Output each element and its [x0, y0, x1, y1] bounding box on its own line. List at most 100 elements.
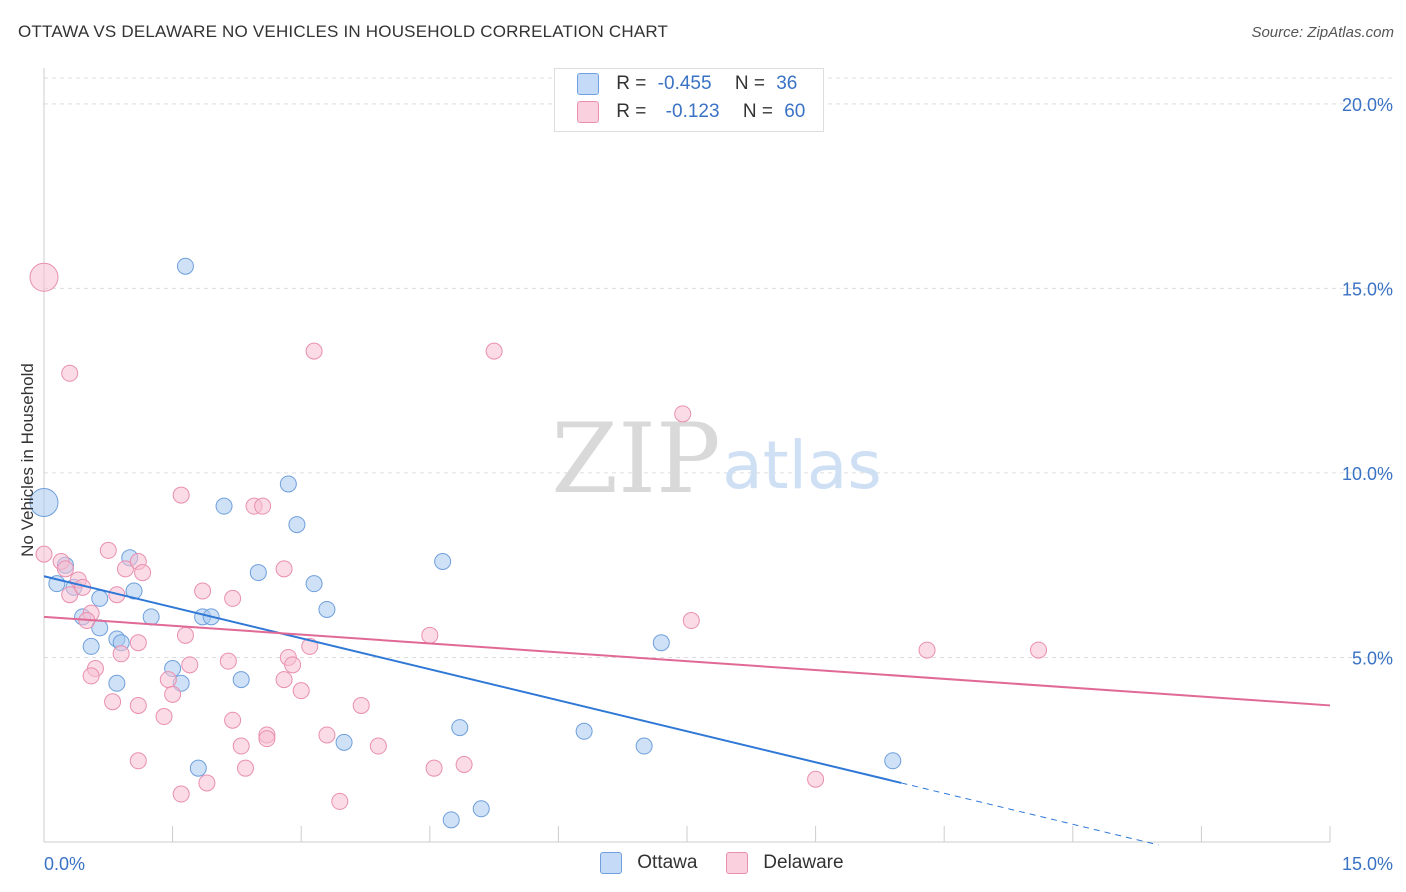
delaware-point — [164, 685, 182, 703]
ottawa-point — [652, 634, 670, 652]
y-tick-label: 10.0% — [1342, 464, 1393, 484]
ottawa-point — [125, 582, 143, 600]
ottawa-point — [288, 516, 306, 534]
data-points — [29, 257, 1048, 829]
delaware-point — [159, 671, 177, 689]
ottawa-swatch — [600, 852, 622, 874]
r-value: -0.123 — [665, 101, 720, 122]
delaware-point — [82, 667, 100, 685]
delaware-point — [99, 541, 117, 559]
delaware-point — [219, 652, 237, 670]
ottawa-point — [215, 497, 233, 515]
legend-item-delaware: Delaware — [726, 852, 844, 874]
delaware-point — [129, 696, 147, 714]
delaware-point — [194, 582, 212, 600]
x-tick-label: 15.0% — [1342, 854, 1393, 874]
delaware-point — [682, 612, 700, 630]
delaware-point — [172, 486, 190, 504]
ottawa-point — [575, 722, 593, 740]
ottawa-point — [176, 257, 194, 275]
ottawa-point — [108, 674, 126, 692]
grid-lines — [44, 77, 1394, 658]
ottawa-point — [29, 487, 59, 517]
delaware-point — [305, 342, 323, 360]
y-tick-label: 5.0% — [1352, 648, 1393, 668]
ottawa-point — [335, 733, 353, 751]
delaware-point — [455, 755, 473, 773]
delaware-point — [61, 364, 79, 382]
ottawa-point — [451, 719, 469, 737]
ottawa-point — [189, 759, 207, 777]
delaware-point — [369, 737, 387, 755]
delaware-point — [134, 564, 152, 582]
delaware-point — [485, 342, 503, 360]
delaware-point — [236, 759, 254, 777]
delaware-point — [224, 711, 242, 729]
delaware-point — [284, 656, 302, 674]
r-label: R = — [616, 73, 647, 94]
n-value: 60 — [784, 101, 806, 122]
delaware-point — [331, 792, 349, 810]
ottawa-point — [91, 589, 109, 607]
delaware-point — [918, 641, 936, 659]
delaware-point — [116, 560, 134, 578]
ottawa-point — [232, 671, 250, 689]
ottawa-point — [318, 600, 336, 618]
legend-label-delaware: Delaware — [763, 852, 844, 873]
delaware-point — [254, 497, 272, 515]
tick-labels: 5.0% 10.0% 15.0% 20.0% 0.0% 15.0% — [44, 95, 1393, 874]
ottawa-point — [635, 737, 653, 755]
source-label: Source: ZipAtlas.com — [1251, 24, 1394, 41]
ottawa-point — [249, 564, 267, 582]
n-label: N = — [734, 73, 765, 94]
delaware-point — [172, 785, 190, 803]
delaware-point — [112, 645, 130, 663]
delaware-point — [275, 560, 293, 578]
delaware-point — [421, 626, 439, 644]
r-label: R = — [616, 101, 647, 122]
ottawa-point — [279, 475, 297, 493]
delaware-point — [129, 752, 147, 770]
ottawa-point — [442, 811, 460, 829]
watermark-atlas: atlas — [722, 427, 882, 504]
delaware-point — [129, 634, 147, 652]
delaware-point — [425, 759, 443, 777]
delaware-point — [56, 560, 74, 578]
n-label: N = — [742, 101, 773, 122]
y-tick-label: 15.0% — [1342, 279, 1393, 299]
delaware-point — [155, 708, 173, 726]
delaware-point — [224, 589, 242, 607]
ottawa-point — [434, 552, 452, 570]
delaware-point — [35, 545, 53, 563]
chart-title: OTTAWA VS DELAWARE NO VEHICLES IN HOUSEH… — [18, 22, 669, 41]
delaware-point — [301, 637, 319, 655]
delaware-point — [275, 671, 293, 689]
delaware-point — [1030, 641, 1048, 659]
delaware-point — [181, 656, 199, 674]
delaware-point — [29, 262, 59, 292]
n-value: 36 — [776, 73, 798, 94]
ottawa-point — [305, 575, 323, 593]
delaware-swatch — [726, 852, 748, 874]
x-tick-label: 0.0% — [44, 854, 85, 874]
delaware-trend-line — [43, 615, 1331, 707]
delaware-point — [61, 586, 79, 604]
axes — [43, 68, 1331, 843]
delaware-point — [104, 693, 122, 711]
y-tick-label: 20.0% — [1342, 95, 1393, 115]
delaware-point — [292, 682, 310, 700]
ottawa-trend-extension — [901, 782, 1159, 846]
y-axis-label: No Vehicles in Household — [18, 363, 37, 557]
ottawa-point — [472, 800, 490, 818]
legend-row-delaware: R = -0.123 N = 60 — [577, 101, 805, 127]
delaware-point — [232, 737, 250, 755]
delaware-swatch — [577, 101, 599, 123]
watermark-zip: ZIP — [551, 403, 720, 515]
legend-label-ottawa: Ottawa — [637, 852, 698, 873]
delaware-point — [258, 730, 276, 748]
ottawa-point — [82, 637, 100, 655]
delaware-point — [674, 405, 692, 423]
ottawa-trend-line — [43, 575, 902, 784]
delaware-point — [176, 626, 194, 644]
